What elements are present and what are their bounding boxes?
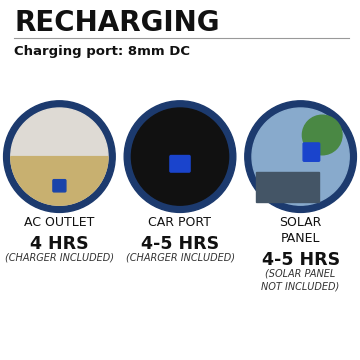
- Text: (CHARGER INCLUDED): (CHARGER INCLUDED): [5, 252, 114, 262]
- FancyBboxPatch shape: [303, 143, 320, 161]
- Text: (CHARGER INCLUDED): (CHARGER INCLUDED): [126, 252, 234, 262]
- Text: 4-5 HRS: 4-5 HRS: [261, 251, 340, 269]
- Text: (SOLAR PANEL: (SOLAR PANEL: [265, 269, 336, 278]
- Text: SOLAR: SOLAR: [279, 216, 322, 229]
- FancyBboxPatch shape: [256, 172, 319, 202]
- Text: 4-5 HRS: 4-5 HRS: [141, 235, 219, 253]
- FancyBboxPatch shape: [53, 180, 66, 192]
- Text: PANEL: PANEL: [281, 232, 320, 245]
- Circle shape: [252, 108, 349, 205]
- Text: CAR PORT: CAR PORT: [149, 216, 212, 229]
- Text: NOT INCLUDED): NOT INCLUDED): [261, 282, 340, 292]
- Text: Charging port: 8mm DC: Charging port: 8mm DC: [14, 45, 190, 58]
- Wedge shape: [11, 157, 108, 205]
- Circle shape: [11, 108, 108, 205]
- Text: AC OUTLET: AC OUTLET: [24, 216, 95, 229]
- Circle shape: [245, 101, 356, 212]
- Text: RECHARGING: RECHARGING: [14, 9, 220, 37]
- Circle shape: [4, 101, 115, 212]
- Circle shape: [302, 115, 342, 155]
- Circle shape: [131, 108, 229, 205]
- FancyBboxPatch shape: [170, 156, 190, 172]
- Circle shape: [124, 101, 236, 212]
- Text: 4 HRS: 4 HRS: [30, 235, 89, 253]
